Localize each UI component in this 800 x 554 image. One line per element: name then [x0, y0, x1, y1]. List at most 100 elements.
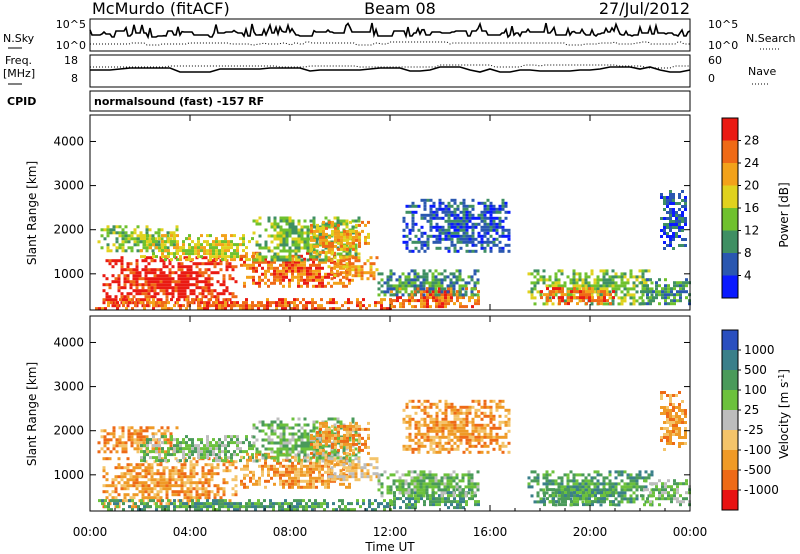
heatmap-cell: [341, 502, 344, 506]
heatmap-cell: [180, 286, 184, 290]
heatmap-cell: [679, 290, 682, 294]
heatmap-cell: [216, 466, 220, 470]
heatmap-cell: [346, 439, 349, 443]
heatmap-cell: [192, 457, 196, 461]
heatmap-cell: [105, 292, 109, 296]
heatmap-cell: [236, 508, 239, 512]
heatmap-cell: [337, 427, 340, 431]
heatmap-cell: [282, 237, 286, 241]
heatmap-cell: [380, 304, 383, 308]
heatmap-cell: [117, 457, 121, 461]
heatmap-cell: [492, 240, 496, 244]
heatmap-cell: [431, 281, 435, 285]
heatmap-cell: [143, 456, 146, 460]
heatmap-cell: [322, 250, 325, 254]
heatmap-cell: [685, 278, 688, 282]
heatmap-cell: [352, 436, 355, 440]
heatmap-cell: [554, 272, 558, 276]
heatmap-cell: [452, 272, 456, 276]
heatmap-cell: [227, 246, 230, 250]
heatmap-cell: [405, 426, 409, 430]
heatmap-cell: [438, 290, 441, 294]
heatmap-cell: [428, 476, 432, 480]
heatmap-cell: [309, 219, 313, 223]
heatmap-cell: [486, 231, 490, 235]
heatmap-cell: [111, 304, 115, 308]
heatmap-cell: [285, 258, 289, 262]
heatmap-cell: [189, 271, 193, 275]
heatmap-cell: [135, 475, 139, 479]
heatmap-cell: [305, 307, 308, 311]
heatmap-cell: [334, 433, 337, 437]
heatmap-cell: [675, 235, 678, 238]
heatmap-cell: [664, 278, 667, 282]
heatmap-cell: [264, 458, 267, 462]
heatmap-cell: [422, 470, 426, 474]
heatmap-cell: [426, 237, 430, 241]
heatmap-cell: [386, 505, 389, 509]
heatmap-cell: [461, 284, 465, 288]
heatmap-cell: [231, 478, 235, 482]
heatmap-cell: [197, 502, 200, 506]
heatmap-cell: [264, 255, 268, 259]
heatmap-cell: [130, 246, 134, 250]
heatmap-cell: [146, 447, 149, 451]
heatmap-cell: [328, 250, 331, 254]
heatmap-cell: [251, 447, 254, 451]
heatmap-cell: [179, 499, 182, 503]
heatmap-cell: [177, 475, 181, 479]
heatmap-cell: [173, 255, 176, 259]
heatmap-cell: [161, 499, 164, 503]
heatmap-cell: [285, 473, 288, 477]
heatmap-cell: [198, 481, 202, 485]
heatmap-cell: [672, 211, 675, 214]
heatmap-cell: [605, 302, 609, 306]
heatmap-cell: [189, 289, 193, 293]
heatmap-cell: [288, 281, 291, 285]
heatmap-cell: [157, 234, 161, 238]
heatmap-cell: [161, 447, 164, 451]
heatmap-cell: [170, 240, 173, 244]
heatmap-cell: [161, 234, 164, 238]
heatmap-cell: [300, 258, 304, 262]
heatmap-cell: [432, 216, 436, 220]
heatmap-cell: [218, 502, 221, 506]
heatmap-cell: [483, 231, 487, 235]
heatmap-cell: [200, 447, 203, 451]
heatmap-cell: [465, 243, 469, 247]
heatmap-cell: [438, 305, 441, 309]
heatmap-cell: [267, 269, 270, 273]
heatmap-cell: [447, 506, 450, 510]
heatmap-cell: [200, 249, 203, 253]
heatmap-cell: [124, 444, 128, 448]
heatmap-cell: [140, 499, 143, 503]
heatmap-cell: [664, 296, 667, 300]
heatmap-cell: [146, 298, 149, 302]
heatmap-cell: [144, 292, 148, 296]
heatmap-cell: [300, 225, 304, 229]
heatmap-cell: [353, 508, 356, 512]
heatmap-cell: [309, 444, 313, 448]
heatmap-cell: [327, 281, 330, 285]
heatmap-cell: [362, 298, 365, 302]
heatmap-cell: [447, 237, 451, 241]
heatmap-cell: [294, 432, 298, 436]
heatmap-cell: [393, 491, 396, 495]
heatmap-cell: [303, 456, 307, 460]
heatmap-cell: [207, 280, 211, 284]
heatmap-cell: [222, 274, 226, 278]
heatmap-cell: [291, 470, 294, 474]
heatmap-cell: [270, 266, 273, 270]
heatmap-cell: [273, 269, 276, 273]
heatmap-cell: [297, 249, 301, 253]
heatmap-cell: [150, 472, 154, 476]
heatmap-cell: [447, 225, 451, 229]
heatmap-cell: [465, 204, 469, 208]
heatmap-cell: [440, 488, 444, 492]
heatmap-cell: [260, 304, 263, 308]
nave-label: Nave: [748, 65, 776, 78]
heatmap-cell: [303, 272, 306, 276]
heatmap-cell: [246, 485, 249, 489]
heatmap-cell: [258, 450, 262, 454]
heatmap-cell: [348, 252, 352, 256]
